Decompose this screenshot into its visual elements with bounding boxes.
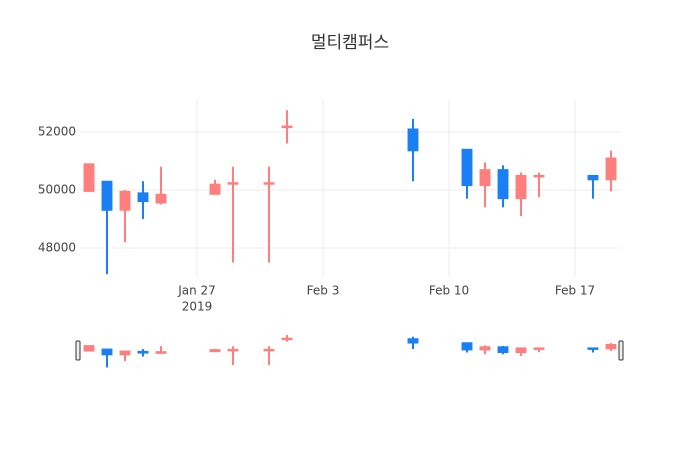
- slider-candle-body: [101, 348, 113, 356]
- chart-title: 멀티캠퍼스: [311, 33, 389, 53]
- candle-body: [119, 190, 131, 211]
- candle-body: [137, 192, 149, 203]
- slider-candle-body: [83, 345, 95, 352]
- x-year-label: 2019: [182, 300, 213, 314]
- candle-body: [461, 148, 473, 187]
- y-tick-label: 48000: [38, 240, 76, 254]
- candle-body: [515, 174, 527, 200]
- rangeslider-handle[interactable]: [618, 340, 624, 361]
- rangeslider-bg: [80, 333, 620, 368]
- slider-candle-body: [515, 347, 527, 354]
- slider-candle-body: [209, 349, 221, 353]
- y-tick-label: 52000: [38, 124, 76, 138]
- slider-candle-body: [497, 346, 509, 354]
- candle-body: [155, 193, 167, 204]
- candle-body: [407, 128, 419, 152]
- x-tick-label: Feb 3: [307, 284, 340, 298]
- slider-candle-body: [119, 350, 131, 356]
- candle-body: [479, 169, 491, 187]
- candle-body: [281, 125, 293, 129]
- candle-body: [209, 183, 221, 195]
- slider-candle-body: [479, 346, 491, 351]
- slider-candle-body: [227, 348, 239, 352]
- candle-body: [497, 169, 509, 200]
- y-tick-label: 50000: [38, 182, 76, 196]
- slider-candle-body: [155, 351, 167, 354]
- slider-candle-body: [281, 337, 293, 341]
- slider-candle-body: [407, 338, 419, 344]
- slider-candle-body: [461, 342, 473, 351]
- slider-candle-body: [587, 347, 599, 350]
- candle-body: [605, 157, 617, 181]
- slider-candle-body: [137, 350, 149, 354]
- slider-candle-body: [605, 343, 617, 350]
- candle-body: [101, 180, 113, 211]
- candle-body: [83, 163, 95, 192]
- x-tick-label: Feb 10: [429, 284, 469, 298]
- x-tick-label: Jan 27: [177, 284, 216, 298]
- x-tick-label: Feb 17: [555, 284, 595, 298]
- slider-candle-body: [263, 348, 275, 352]
- slider-candle-body: [533, 347, 545, 350]
- candle-body: [533, 174, 545, 178]
- candle-body: [227, 182, 239, 185]
- candle-body: [587, 174, 599, 181]
- candle-body: [263, 182, 275, 185]
- rangeslider-handle[interactable]: [75, 340, 81, 361]
